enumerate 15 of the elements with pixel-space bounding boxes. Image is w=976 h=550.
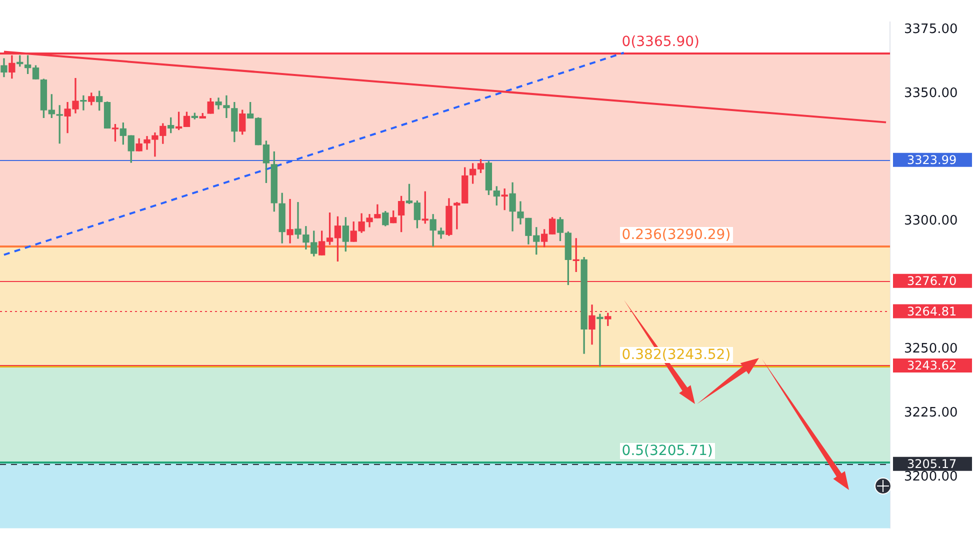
annotation: 0.236(3290.29) — [620, 227, 733, 244]
ref-line-label: 3205.17 — [907, 456, 957, 471]
y-tick-label: 3300.00 — [904, 214, 958, 229]
ref-line-label: 3276.70 — [907, 274, 957, 288]
annotation: 0(3365.90) — [620, 34, 702, 50]
ref-line-label: 3243.62 — [907, 358, 957, 373]
y-tick-label: 3200.00 — [904, 469, 958, 484]
y-tick-label: 3225.00 — [904, 405, 958, 420]
y-tick-label: 3350.00 — [904, 86, 958, 101]
annotation: 0.382(3243.52) — [620, 346, 733, 363]
ref-line-label: 3264.81 — [907, 304, 957, 318]
annotation: 0.5(3205.71) — [620, 443, 715, 460]
y-tick-label: 3250.00 — [904, 342, 958, 357]
y-tick-label: 3375.00 — [904, 22, 958, 37]
ref-line-label: 3323.99 — [907, 153, 957, 168]
